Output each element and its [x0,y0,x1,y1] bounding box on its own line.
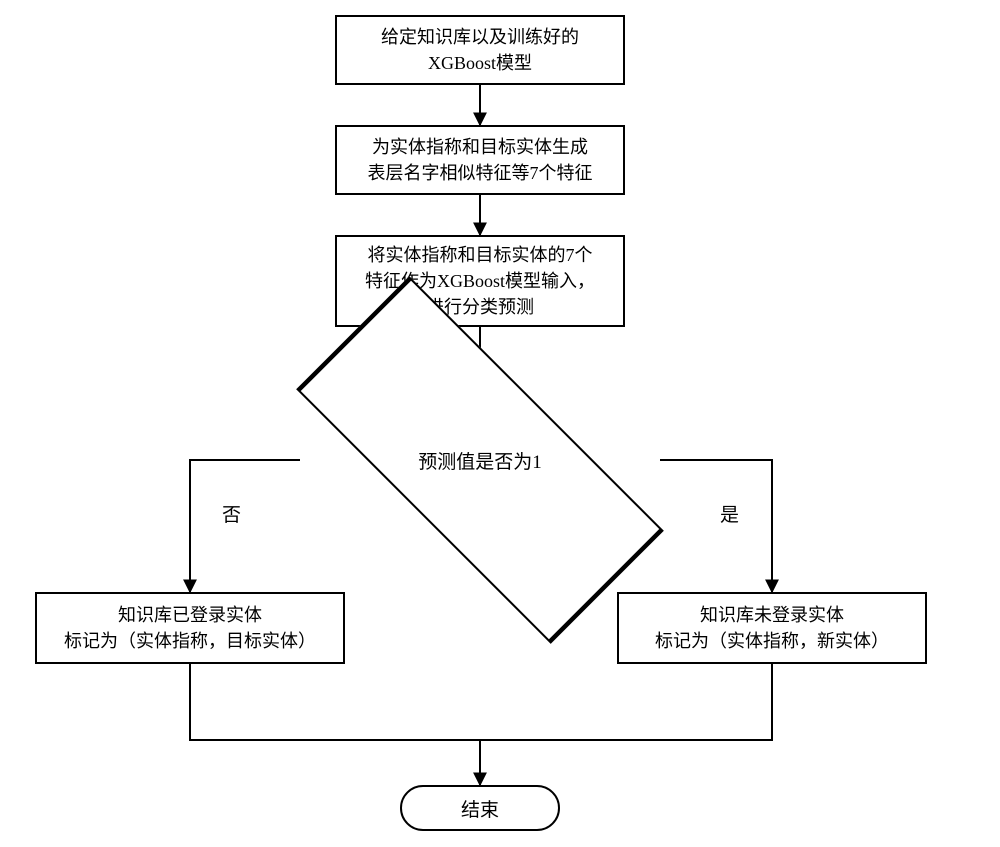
n1-line1: 给定知识库以及训练好的 [381,24,579,50]
n4-line1: 知识库已登录实体 [64,602,316,628]
process-kb-unregistered-entity: 知识库未登录实体 标记为（实体指称，新实体） [617,592,927,664]
n5-line1: 知识库未登录实体 [655,602,889,628]
flowchart-canvas: 给定知识库以及训练好的 XGBoost模型 为实体指称和目标实体生成 表层名字相… [0,0,1000,847]
n1-line2: XGBoost模型 [381,50,579,76]
branch-label-yes: 是 [720,500,739,527]
terminator-end: 结束 [400,785,560,831]
n2-line1: 为实体指称和目标实体生成 [368,134,593,160]
terminator-text: 结束 [461,795,499,822]
n3-line1: 将实体指称和目标实体的7个 [365,242,595,268]
process-kb-registered-entity: 知识库已登录实体 标记为（实体指称，目标实体） [35,592,345,664]
n4-line2: 标记为（实体指称，目标实体） [64,628,316,654]
branch-label-no: 否 [222,500,241,527]
process-given-kb-model: 给定知识库以及训练好的 XGBoost模型 [335,15,625,85]
n5-line2: 标记为（实体指称，新实体） [655,628,889,654]
decision-prediction-is-1 [296,276,664,644]
n2-line2: 表层名字相似特征等7个特征 [368,160,593,186]
process-generate-features: 为实体指称和目标实体生成 表层名字相似特征等7个特征 [335,125,625,195]
